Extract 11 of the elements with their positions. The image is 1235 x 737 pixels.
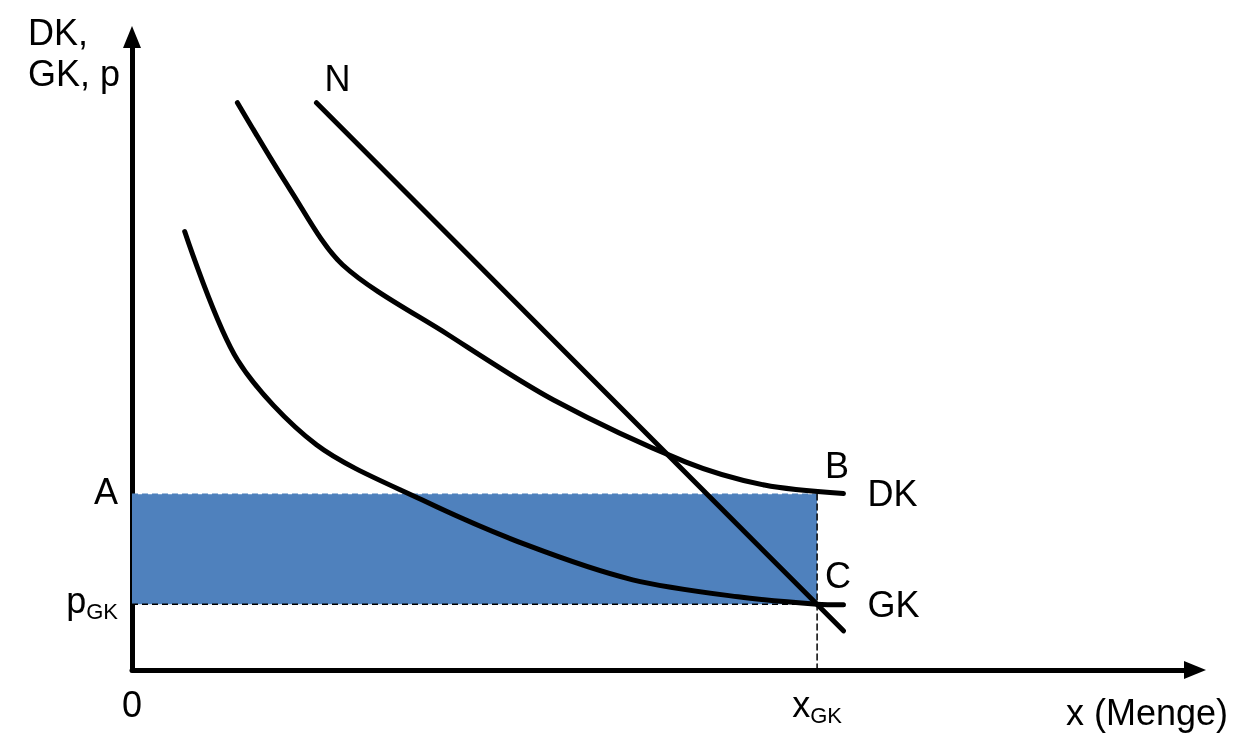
series-label: GK [867,584,920,626]
text: A [93,471,118,513]
series-label: DK [867,472,918,515]
x-axis-title: x (Menge) [1065,692,1228,734]
y-axis-title: DK, GK, p [28,12,122,95]
x-tick-label: x$_{GK}$ [792,684,842,729]
series-label: N [324,57,351,99]
annotation: C [825,554,852,597]
text: p$_{GK}$ [66,579,118,625]
annotation: B [825,444,850,487]
x-tick-label: 0 [121,684,143,726]
